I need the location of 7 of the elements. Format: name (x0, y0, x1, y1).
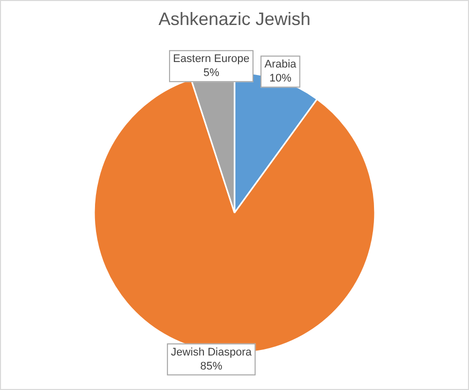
slice-label: Arabia (264, 58, 298, 71)
slice-label: Jewish Diaspora (170, 346, 253, 358)
data-label: 85% (200, 360, 222, 372)
slice-label: Eastern Europe (173, 53, 250, 66)
data-label: 10% (269, 72, 292, 85)
data-label: 5% (203, 67, 220, 80)
chart-title: Ashkenazic Jewish (158, 8, 311, 29)
